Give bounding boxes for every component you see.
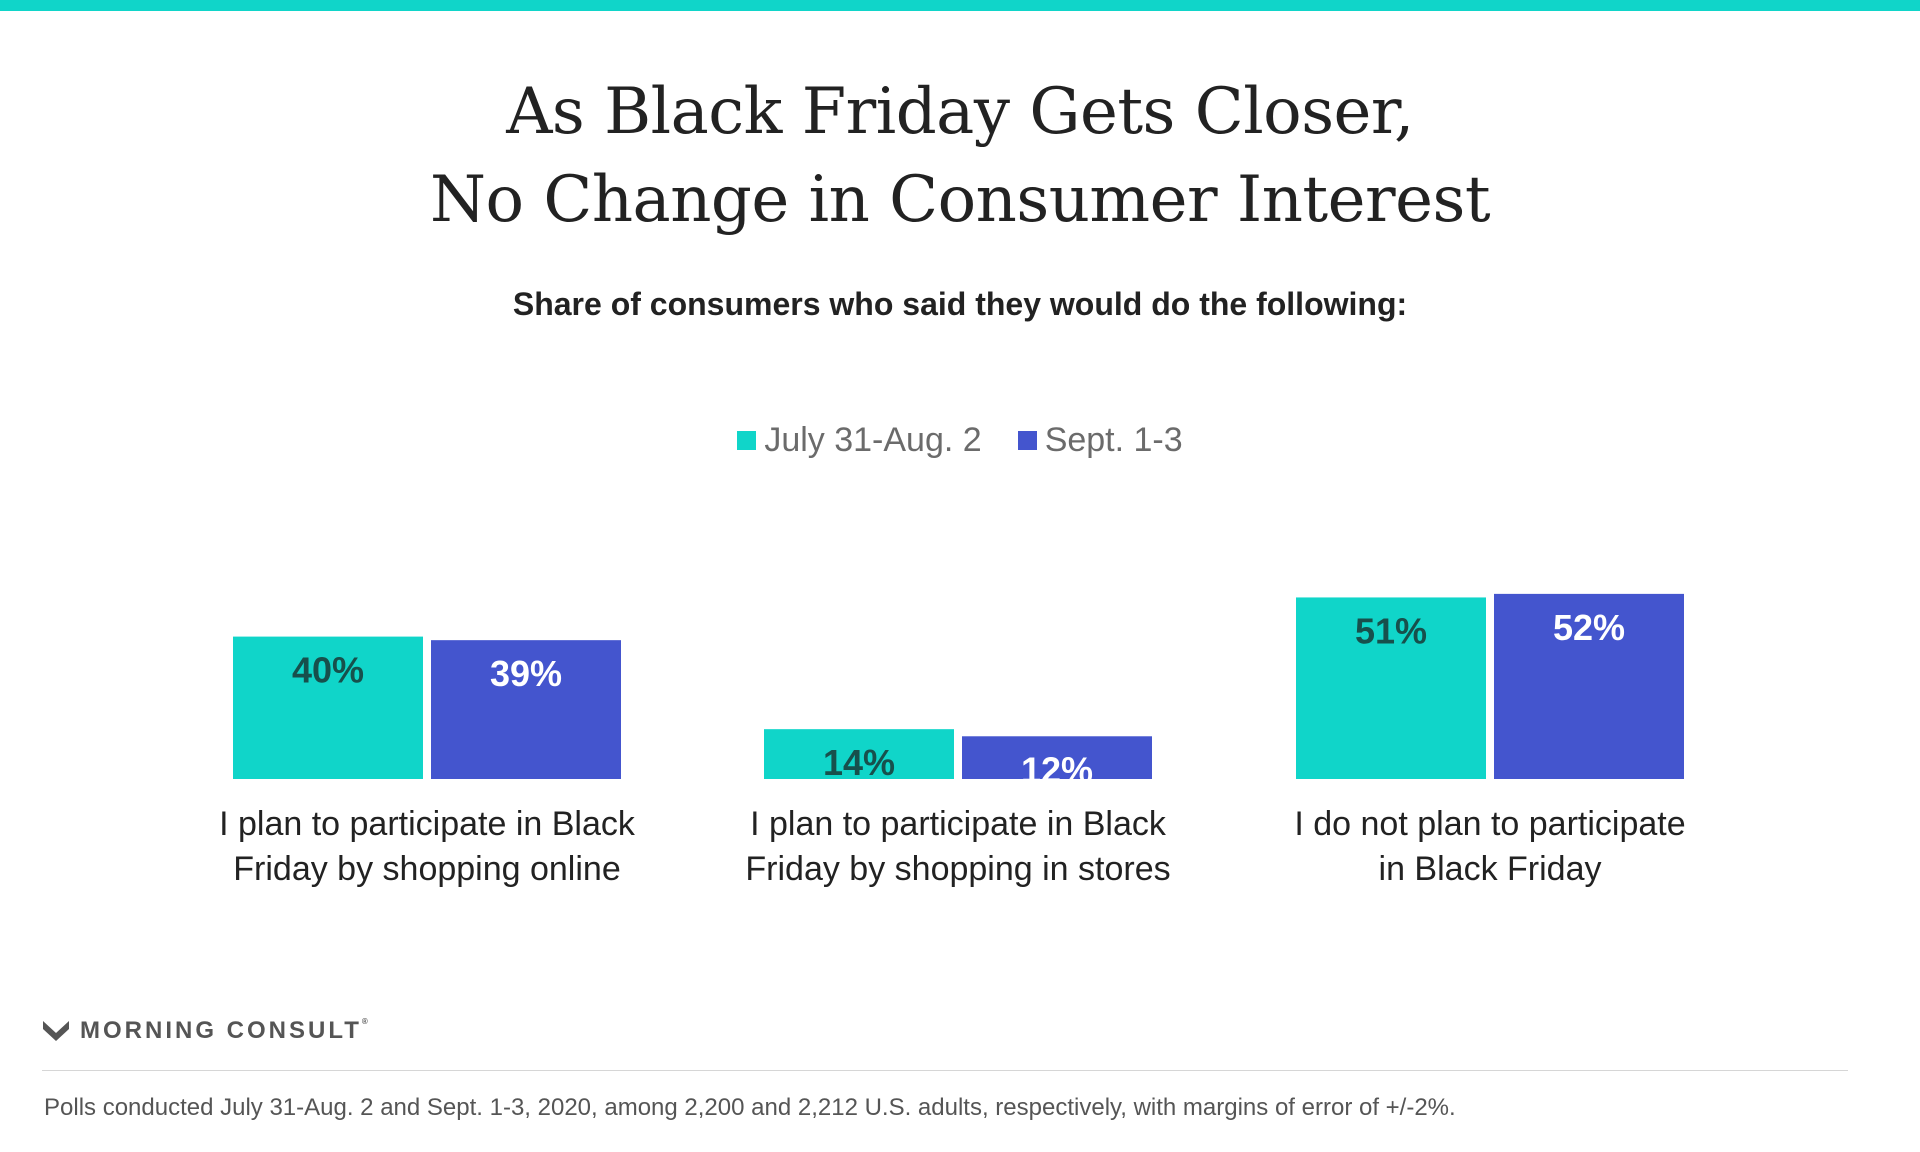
category-label-online-line-1: I plan to participate in Black [219,805,635,843]
brand-name: MORNING CONSULT® [80,1017,368,1045]
morning-consult-m-icon [43,1021,69,1041]
brand-name-text: MORNING CONSULT [80,1017,362,1044]
bar-july-not-participating [1296,597,1486,779]
bar-july-online [233,636,423,779]
legend: July 31-Aug. 2 Sept. 1-3 [0,421,1920,460]
legend-item-series-1: July 31-Aug. 2 [737,421,982,460]
category-label-stores-line-2: Friday by shopping in stores [745,850,1171,888]
category-label-not-participating: I do not plan to participate in Black Fr… [1230,802,1750,892]
data-label-sept-stores: 12% [1021,749,1093,790]
chart-title-line-2: No Change in Consumer Interest [429,163,1491,237]
brand-logo: MORNING CONSULT® [42,1017,368,1045]
legend-label-series-2: Sept. 1-3 [1044,421,1183,459]
category-label-not-participating-line-1: I do not plan to participate [1294,805,1686,843]
category-label-online: I plan to participate in Black Friday by… [167,802,687,892]
legend-label-series-1: July 31-Aug. 2 [764,421,982,459]
footer-divider [42,1070,1848,1071]
category-label-online-line-2: Friday by shopping online [233,850,621,888]
footnote: Polls conducted July 31-Aug. 2 and Sept.… [44,1094,1456,1121]
data-label-sept-not-participating: 52% [1553,607,1625,648]
chart-subtitle: Share of consumers who said they would d… [512,286,1408,322]
data-label-july-stores: 14% [823,742,895,783]
chart-title: As Black Friday Gets Closer, No Change i… [0,68,1920,244]
legend-swatch-series-2 [1017,431,1037,450]
legend-swatch-series-1 [737,431,757,450]
brand-trademark: ® [361,1017,368,1026]
data-label-sept-online: 39% [490,653,562,694]
chart-title-line-1: As Black Friday Gets Closer, [506,75,1414,149]
bar-sept-online [431,640,621,779]
bar-sept-not-participating [1494,593,1684,779]
category-label-not-participating-line-2: in Black Friday [1378,850,1602,888]
accent-top-bar [0,0,1920,11]
bar-sept-stores [962,736,1152,779]
category-label-stores-line-1: I plan to participate in Black [750,805,1166,843]
data-label-july-online: 40% [292,650,364,691]
bar-july-stores [764,729,954,779]
data-label-july-not-participating: 51% [1355,610,1427,651]
category-label-stores: I plan to participate in Black Friday by… [698,802,1218,892]
legend-item-series-2: Sept. 1-3 [1017,421,1183,460]
